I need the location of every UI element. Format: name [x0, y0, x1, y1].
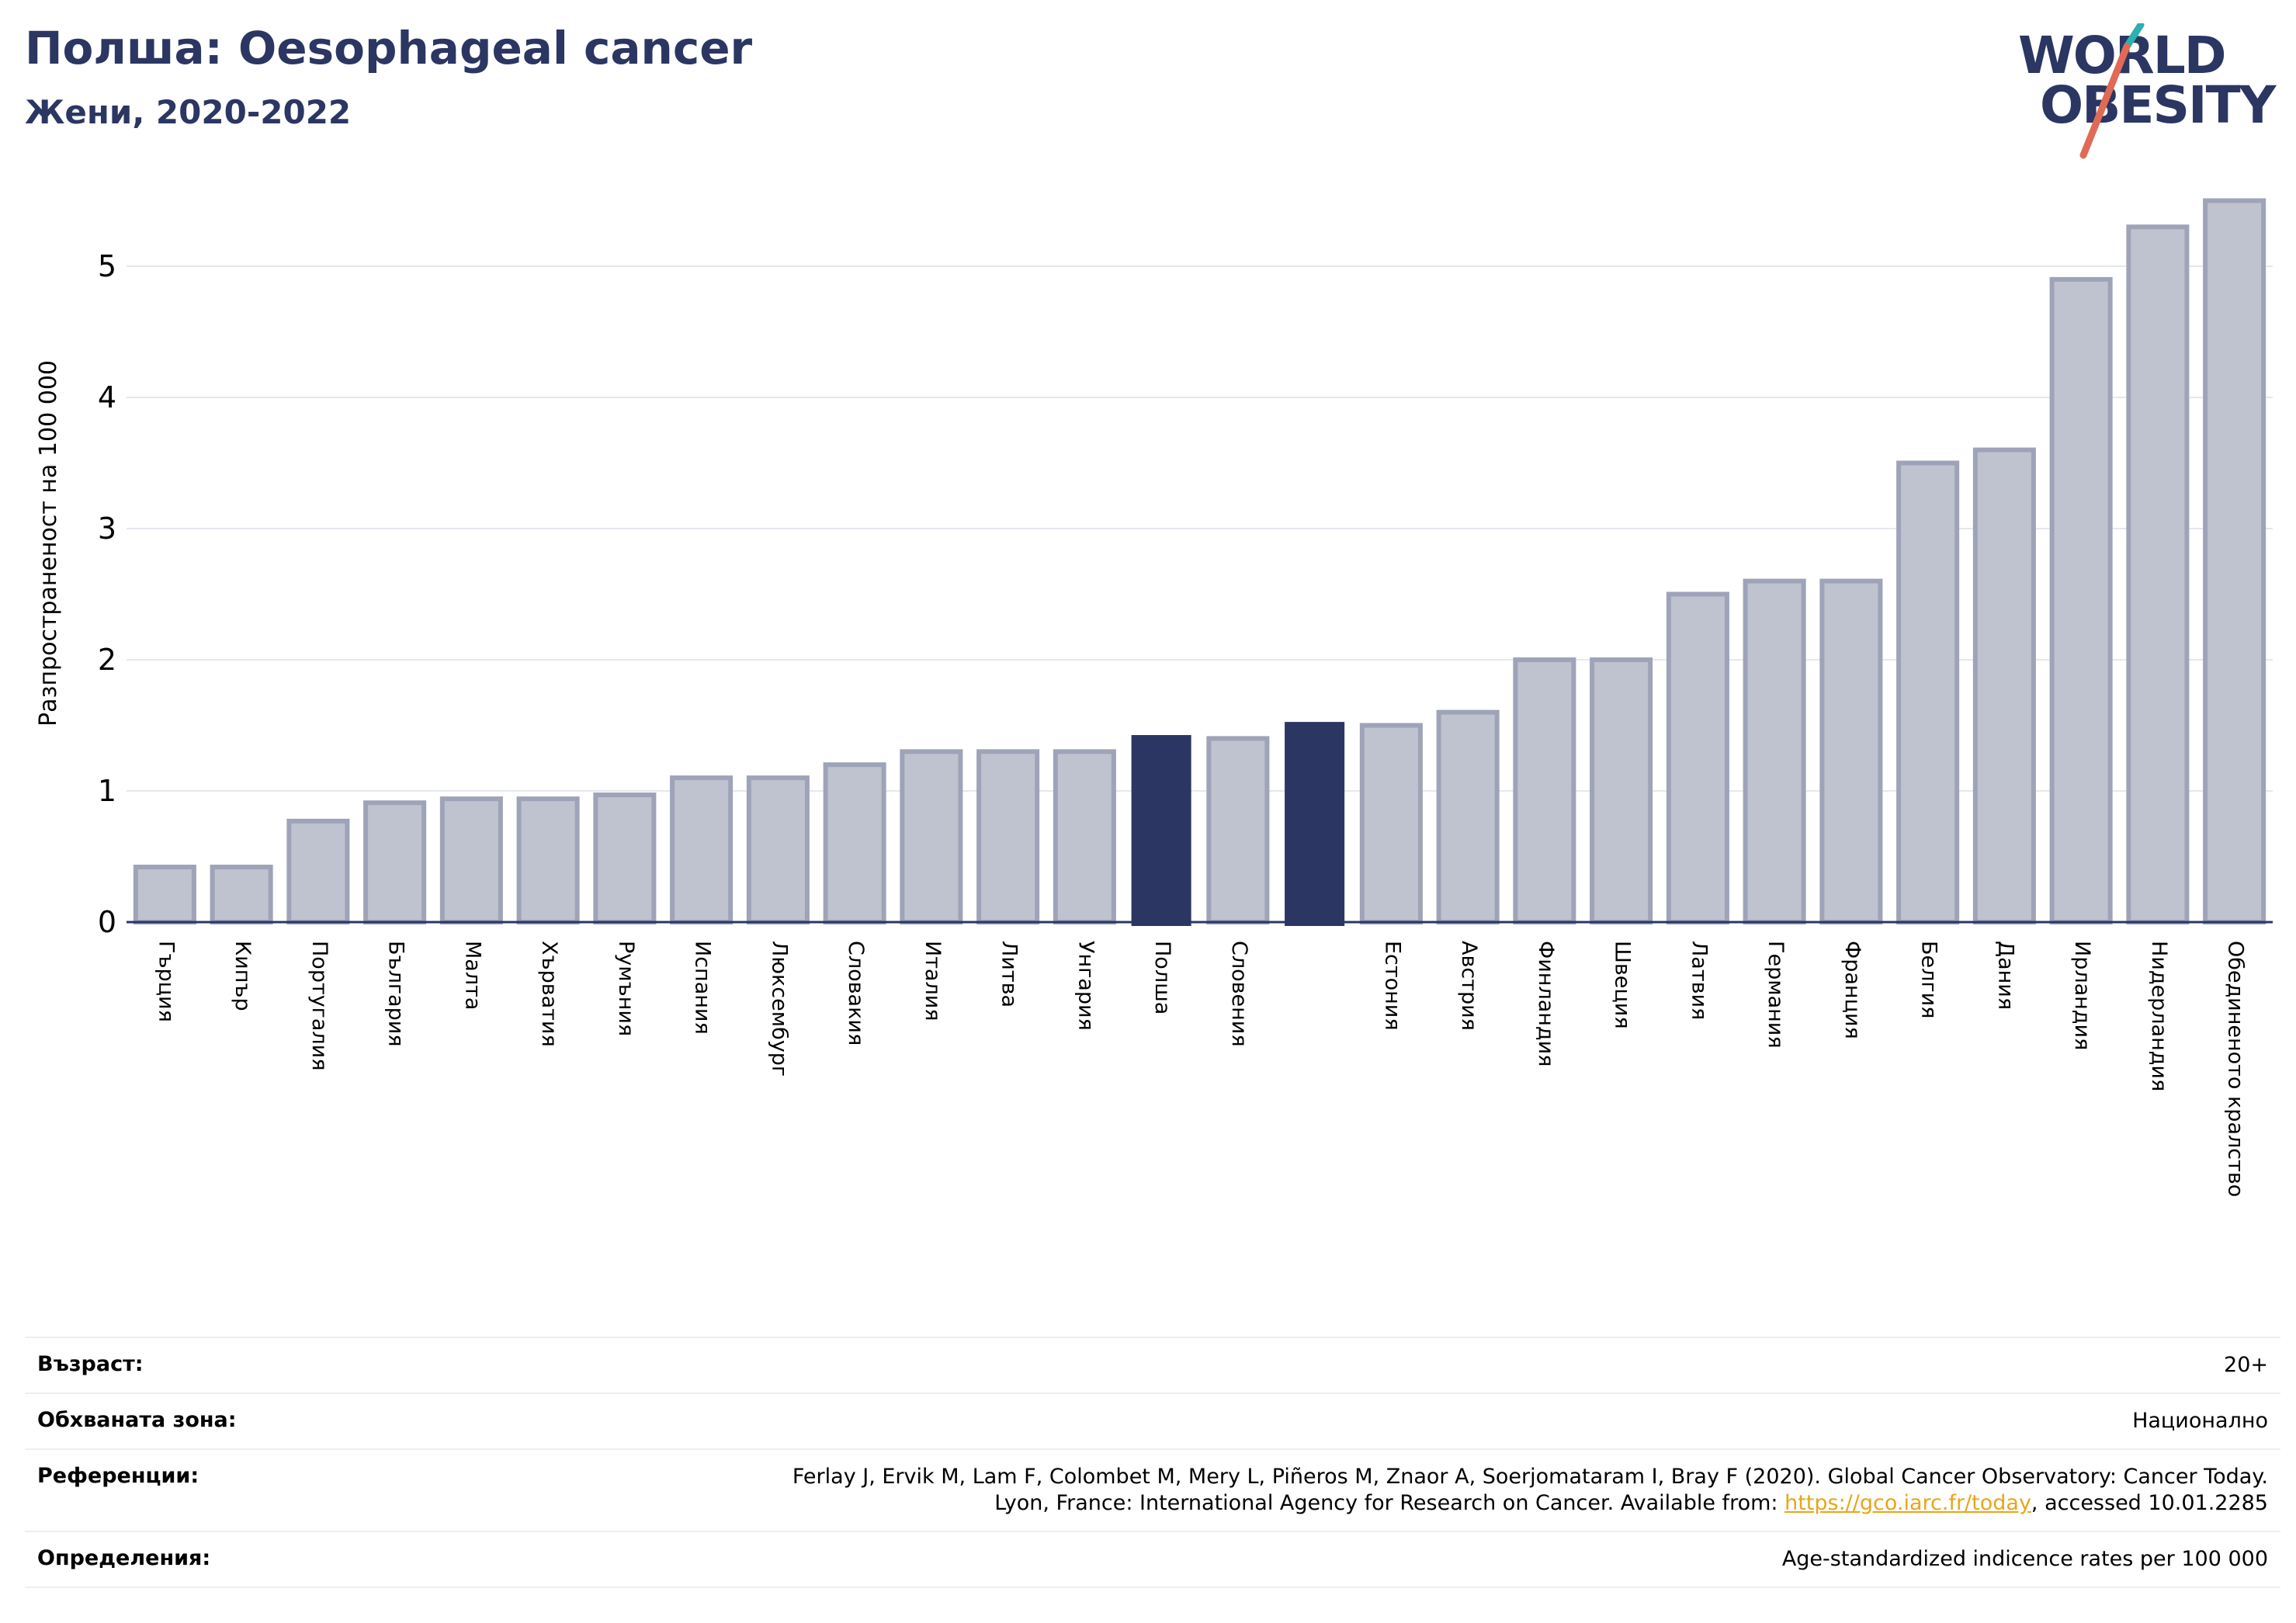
bar-Естония — [1359, 723, 1423, 924]
y-tick-label: 0 — [98, 905, 116, 939]
x-tick-label: Естония — [1380, 941, 1404, 1031]
y-tick-label: 5 — [98, 249, 116, 283]
logo-word-obesity: OBESITY — [2040, 75, 2277, 135]
bar-Малта — [439, 796, 503, 925]
x-tick-label: Франция — [1840, 941, 1864, 1039]
x-tick-label: Австрия — [1457, 941, 1481, 1031]
bar-Гърция — [133, 865, 196, 925]
x-tick-label: Унгария — [1073, 941, 1098, 1031]
x-tick-label: Гърция — [154, 941, 178, 1022]
bar-Литва — [976, 749, 1040, 924]
page-title: Полша: Oesophageal cancer — [25, 22, 753, 75]
bar-Франция — [1819, 578, 1883, 924]
bar-Испания — [670, 775, 734, 924]
bar-Латвия — [1666, 591, 1729, 924]
bar-layer — [133, 198, 2267, 927]
axis-layer: 0 1 2 3 4 5 — [98, 249, 2273, 939]
y-tick-label: 4 — [98, 380, 116, 414]
bar-Унгария — [1053, 749, 1116, 924]
world-obesity-logo: WORLD OBESITY — [2018, 23, 2279, 159]
bar-Ирландия — [2049, 276, 2113, 924]
bar-unlabeled — [1285, 722, 1345, 926]
bar-Словакия — [823, 762, 886, 925]
x-tick-label: Хърватия — [537, 941, 561, 1047]
logo-slash-coral — [2079, 43, 2131, 159]
x-tick-label: Латвия — [1687, 941, 1711, 1020]
references-label: Референции: — [37, 1464, 199, 1488]
x-tick-label: Германия — [1764, 941, 1788, 1049]
area-value: Национално — [2132, 1409, 2268, 1433]
bar-Нидерландия — [2126, 224, 2190, 924]
bar-Австрия — [1436, 709, 1500, 924]
bar-Словения — [1206, 736, 1270, 925]
references-line-1: Ferlay J, Ervik M, Lam F, Colombet M, Me… — [792, 1465, 2268, 1489]
references-value: Ferlay J, Ervik M, Lam F, Colombet M, Me… — [793, 1464, 2268, 1517]
bar-Люксембург — [746, 775, 810, 924]
x-tick-label: Полша — [1150, 941, 1174, 1014]
label-layer: Гърция Кипър Португалия България Малта Хърват… — [154, 941, 2247, 1197]
bar-Германия — [1743, 578, 1806, 924]
footer-row-references: Референции: Ferlay J, Ervik M, Lam F, Co… — [25, 1448, 2280, 1531]
footer-row-area: Обхваната зона: Национално — [25, 1392, 2280, 1448]
bar-Швеция — [1590, 657, 1653, 924]
definitions-value: Age-standardized indicence rates per 100… — [1781, 1547, 2268, 1571]
logo-slash-teal — [2123, 23, 2145, 50]
x-tick-label: Португалия — [307, 941, 331, 1070]
bar-Обединеното кралство — [2203, 198, 2267, 924]
y-tick-label: 3 — [98, 512, 116, 546]
bar-Полша — [1131, 735, 1191, 927]
x-tick-label: България — [384, 941, 408, 1047]
footer-row-definitions: Определения: Age-standardized indicence … — [25, 1531, 2280, 1588]
y-tick-label: 2 — [98, 643, 116, 677]
age-label: Възраст: — [37, 1352, 144, 1376]
x-tick-label: Швеция — [1611, 941, 1635, 1029]
chart-footer: Възраст: 20+ Обхваната зона: Национално … — [25, 1337, 2280, 1588]
footer-row-age: Възраст: 20+ — [25, 1337, 2280, 1392]
bar-Италия — [900, 749, 963, 924]
page-subtitle: Жени, 2020-2022 — [25, 93, 352, 131]
x-tick-label: Нидерландия — [2147, 941, 2171, 1091]
x-tick-label: Испания — [691, 941, 715, 1035]
x-tick-label: Италия — [921, 941, 945, 1021]
x-tick-label: Словения — [1227, 941, 1251, 1047]
references-link[interactable]: https://gco.iarc.fr/today — [1784, 1491, 2031, 1515]
x-tick-label: Ирландия — [2070, 941, 2094, 1050]
definitions-label: Определения: — [37, 1546, 211, 1570]
x-tick-label: Словакия — [844, 941, 868, 1046]
y-axis-title: Разпространеност на 100 000 — [35, 360, 62, 727]
bar-Белгия — [1896, 460, 1960, 924]
x-tick-label: Финландия — [1534, 941, 1558, 1066]
bar-Финландия — [1513, 657, 1576, 924]
x-tick-label: Обединеното кралство — [2224, 941, 2248, 1197]
bar-Румъния — [593, 792, 657, 924]
bar-Хърватия — [516, 796, 580, 925]
references-line-2-prefix: Lyon, France: International Agency for R… — [994, 1491, 1785, 1515]
bar-Кипър — [210, 865, 273, 925]
age-value: 20+ — [2224, 1353, 2268, 1377]
bar-chart: 0 1 2 3 4 5 Гърция Кипър Португалия България Малт… — [35, 198, 2273, 1197]
bar-България — [363, 800, 427, 924]
x-tick-label: Румъния — [614, 941, 638, 1036]
x-tick-label: Литва — [997, 941, 1021, 1007]
x-tick-label: Люксембург — [767, 941, 791, 1077]
area-label: Обхваната зона: — [37, 1408, 237, 1432]
x-tick-label: Малта — [460, 941, 484, 1010]
bar-Дания — [1972, 447, 2036, 924]
references-line-2-suffix: , accessed 10.01.2285 — [2031, 1491, 2268, 1515]
x-tick-label: Белгия — [1917, 941, 1941, 1018]
x-tick-label: Дания — [1993, 941, 2017, 1010]
y-tick-label: 1 — [98, 774, 116, 808]
x-tick-label: Кипър — [231, 941, 255, 1011]
bar-Португалия — [286, 818, 350, 924]
